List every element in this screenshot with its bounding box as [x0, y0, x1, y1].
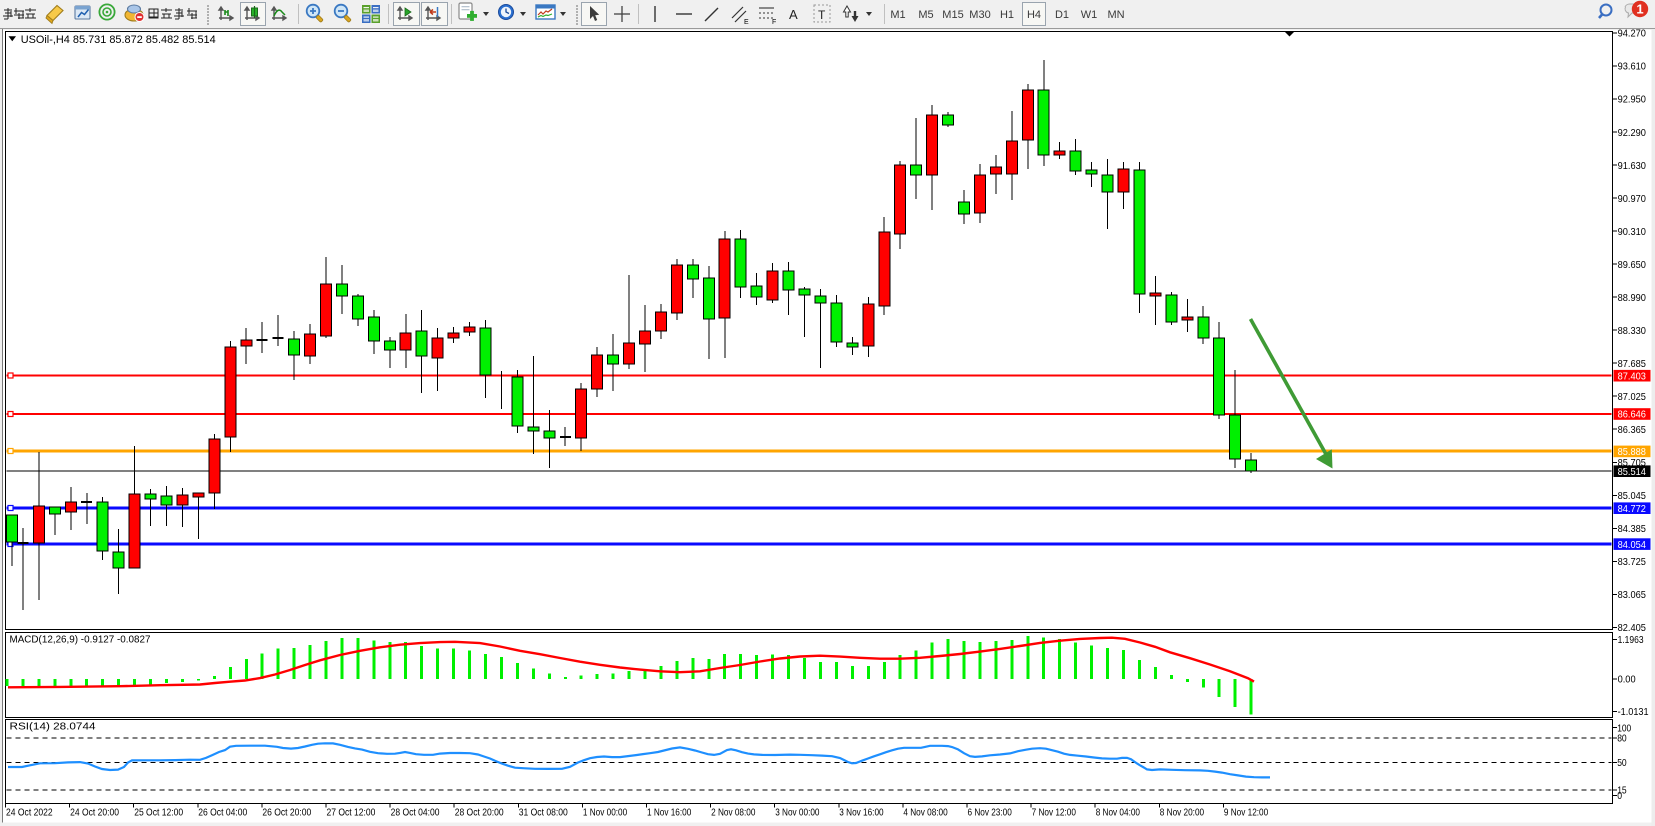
svg-text:A: A: [789, 7, 798, 22]
svg-text:88.330: 88.330: [1618, 325, 1646, 337]
svg-text:8 Nov 20:00: 8 Nov 20:00: [1160, 807, 1204, 819]
svg-text:28 Oct 20:00: 28 Oct 20:00: [455, 807, 504, 819]
svg-text:M15: M15: [942, 9, 963, 21]
svg-text:1.1963: 1.1963: [1618, 634, 1644, 646]
svg-text:M1: M1: [890, 9, 905, 21]
svg-text:31 Oct 08:00: 31 Oct 08:00: [519, 807, 568, 819]
svg-text:83.725: 83.725: [1618, 556, 1646, 568]
svg-text:24 Oct 2022: 24 Oct 2022: [6, 807, 53, 819]
svg-text:89.650: 89.650: [1618, 259, 1646, 271]
svg-text:83.065: 83.065: [1618, 589, 1646, 601]
svg-text:6 Nov 23:00: 6 Nov 23:00: [968, 807, 1012, 819]
svg-text:MACD(12,26,9) -0.9127 -0.0827: MACD(12,26,9) -0.9127 -0.0827: [10, 634, 151, 646]
svg-text:93.610: 93.610: [1618, 61, 1646, 73]
svg-text:USOil-,H4 85.731 85.872 85.48: USOil-,H4 85.731 85.872 85.482 85.514: [21, 34, 216, 46]
svg-text:W1: W1: [1081, 9, 1098, 21]
svg-text:87.025: 87.025: [1618, 391, 1646, 403]
svg-text:90.970: 90.970: [1618, 193, 1646, 205]
svg-text:7 Nov 12:00: 7 Nov 12:00: [1032, 807, 1076, 819]
svg-text:86.646: 86.646: [1618, 409, 1646, 421]
svg-text:82.405: 82.405: [1618, 622, 1646, 634]
svg-text:85.045: 85.045: [1618, 490, 1646, 502]
svg-text:F: F: [772, 19, 776, 26]
svg-text:H1: H1: [1000, 9, 1014, 21]
svg-text:RSI(14) 28.0744: RSI(14) 28.0744: [10, 721, 96, 733]
svg-text:2 Nov 08:00: 2 Nov 08:00: [711, 807, 755, 819]
svg-text:28 Oct 04:00: 28 Oct 04:00: [391, 807, 440, 819]
svg-text:92.290: 92.290: [1618, 127, 1646, 139]
svg-text:H4: H4: [1027, 9, 1041, 21]
svg-text:85.514: 85.514: [1618, 466, 1646, 478]
svg-text:1 Nov 00:00: 1 Nov 00:00: [583, 807, 627, 819]
svg-text:84.054: 84.054: [1618, 539, 1646, 551]
svg-text:MN: MN: [1107, 9, 1124, 21]
svg-text:94.270: 94.270: [1618, 28, 1646, 40]
svg-text:4 Nov 08:00: 4 Nov 08:00: [903, 807, 947, 819]
svg-text:87.685: 87.685: [1618, 358, 1646, 370]
svg-text:0: 0: [1617, 790, 1622, 802]
svg-text:27 Oct 12:00: 27 Oct 12:00: [327, 807, 376, 819]
svg-text:3 Nov 00:00: 3 Nov 00:00: [775, 807, 819, 819]
svg-text:M5: M5: [918, 9, 933, 21]
svg-text:80: 80: [1617, 733, 1627, 745]
svg-text:92.950: 92.950: [1618, 94, 1646, 106]
svg-text:1: 1: [1636, 2, 1643, 17]
svg-text:88.990: 88.990: [1618, 292, 1646, 304]
svg-text:84.385: 84.385: [1618, 523, 1646, 535]
svg-text:T: T: [818, 8, 826, 22]
svg-text:91.630: 91.630: [1618, 160, 1646, 172]
svg-text:8 Nov 04:00: 8 Nov 04:00: [1096, 807, 1140, 819]
svg-text:90.310: 90.310: [1618, 226, 1646, 238]
svg-text:26 Oct 20:00: 26 Oct 20:00: [262, 807, 311, 819]
svg-text:-1.0131: -1.0131: [1618, 706, 1649, 718]
svg-text:26 Oct 04:00: 26 Oct 04:00: [198, 807, 247, 819]
svg-text:M30: M30: [969, 9, 990, 21]
svg-text:15: 15: [1617, 785, 1627, 797]
svg-text:24 Oct 20:00: 24 Oct 20:00: [70, 807, 119, 819]
svg-text:85.888: 85.888: [1618, 446, 1646, 458]
svg-text:3 Nov 16:00: 3 Nov 16:00: [839, 807, 883, 819]
svg-text:9 Nov 12:00: 9 Nov 12:00: [1224, 807, 1268, 819]
svg-text:D1: D1: [1055, 9, 1069, 21]
svg-text:0.00: 0.00: [1618, 674, 1636, 686]
svg-text:87.403: 87.403: [1618, 370, 1646, 382]
svg-text:84.772: 84.772: [1618, 503, 1646, 515]
svg-text:86.365: 86.365: [1618, 424, 1646, 436]
svg-text:1 Nov 16:00: 1 Nov 16:00: [647, 807, 691, 819]
svg-text:25 Oct 12:00: 25 Oct 12:00: [134, 807, 183, 819]
svg-text:50: 50: [1617, 757, 1627, 769]
svg-text:E: E: [744, 19, 749, 26]
svg-text:100: 100: [1617, 722, 1631, 734]
